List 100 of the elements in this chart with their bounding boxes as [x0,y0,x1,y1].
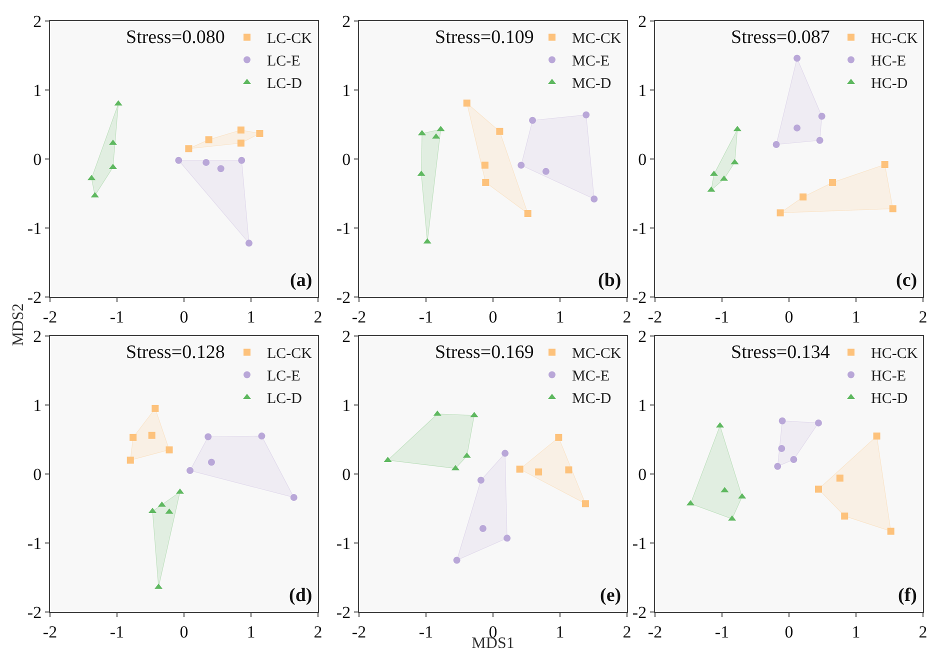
point [88,174,96,180]
point [148,432,156,439]
point [256,130,264,137]
y-tick-label: 1 [342,396,351,415]
point [258,432,266,440]
point [479,525,486,532]
point [728,515,736,521]
point [217,165,224,172]
point [794,124,801,132]
x-tick-label: -1 [418,307,434,326]
x-tick-label: 1 [556,307,564,326]
legend-label: MC-CK [572,346,622,362]
y-tick-label: 1 [33,396,42,415]
point [237,140,244,147]
point [208,458,215,466]
y-axis-title: MDS2 [10,303,27,346]
y-tick-label: -2 [336,288,351,307]
point [175,156,182,164]
point [733,126,742,132]
y-tick-label: 1 [638,396,647,415]
y-tick-label: 0 [638,150,647,169]
annotation: Stress=0.109 [435,27,534,48]
point [836,474,844,482]
point [829,178,836,186]
point [152,404,159,412]
y-tick-label: 0 [33,464,42,484]
point [477,476,484,484]
legend-label: HC-D [871,391,908,408]
x-tick-label: -1 [714,307,730,326]
legend-label: HC-E [871,54,906,70]
point [814,486,822,493]
legend-label: MC-D [572,76,612,92]
annotation: Stress=0.169 [435,342,534,363]
point [738,493,746,499]
point [130,434,137,441]
legend-label: LC-D [267,76,302,92]
point [496,128,504,135]
x-tick-label: -1 [418,622,434,642]
y-tick-label: 2 [33,326,42,346]
y-tick-label: 0 [33,150,42,169]
x-tick-label: 1 [246,622,256,642]
y-tick-label: 2 [342,326,351,346]
point [453,556,460,564]
point [433,410,442,416]
x-tick-label: -1 [110,622,124,642]
legend-label: MC-E [572,54,610,70]
x-tick-label: 2 [918,622,928,642]
point [202,158,210,166]
annotation: Stress=0.134 [731,342,830,363]
point [555,434,562,441]
legend-label: HC-E [871,368,906,385]
x-tick-label: 1 [852,622,860,642]
point [582,500,589,508]
point [841,512,848,520]
point [432,133,440,139]
x-tick-label: 0 [784,307,794,326]
y-tick-label: -1 [632,534,647,553]
x-tick-label: 1 [556,622,564,642]
point [518,162,525,169]
legend-label: LC-CK [267,31,312,48]
y-tick-label: -1 [336,534,351,553]
point [436,126,445,132]
y-tick-label: 1 [342,80,351,100]
x-tick-label: 1 [852,307,860,326]
point [470,412,478,418]
point [185,145,192,152]
point [776,209,784,216]
annotation: Stress=0.087 [731,27,830,48]
annotation: (b) [598,270,622,291]
y-tick-label: -1 [632,218,647,238]
point [590,196,598,203]
point [481,162,488,169]
point [730,158,739,164]
annotation: (f) [898,585,917,606]
y-tick-label: -1 [336,218,351,238]
point [873,432,880,440]
point [582,111,590,118]
point [423,238,432,244]
point [238,156,246,164]
point [794,54,801,62]
point [881,161,888,168]
point [565,466,572,474]
y-tick-label: -1 [27,218,42,238]
point [889,205,896,212]
legend-label: HC-D [871,76,908,92]
legend-label: MC-CK [572,31,622,48]
point [516,466,524,473]
y-tick-label: -2 [336,602,351,622]
legend-label: LC-CK [267,346,312,362]
point [204,433,212,440]
point [504,534,511,542]
legend-label: MC-E [572,368,610,385]
point [205,136,212,144]
y-tick-label: 0 [638,464,647,484]
x-tick-label: 0 [488,307,498,326]
point [114,100,122,106]
point [245,240,252,247]
y-tick-label: -2 [632,602,647,622]
y-tick-label: 1 [638,80,647,100]
point [790,456,798,464]
